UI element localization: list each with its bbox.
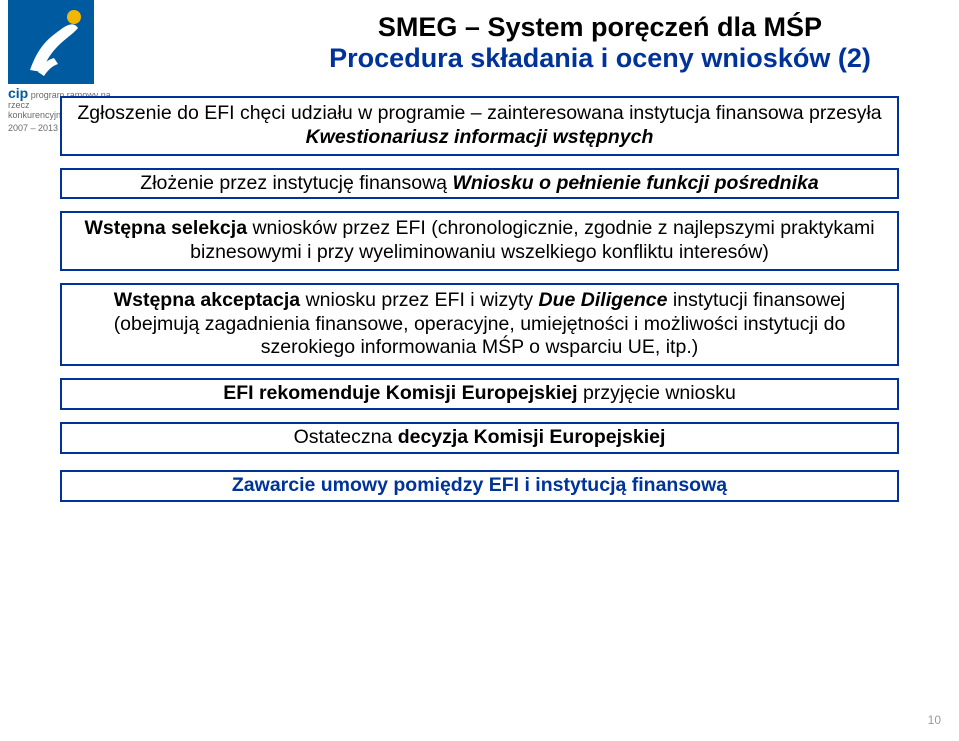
box-2: Złożenie przez instytucję finansową Wnio… — [60, 168, 899, 200]
box-6-bold: decyzja Komisji Europejskiej — [398, 426, 666, 448]
box-2-italic: Wniosku o pełnienie funkcji pośrednika — [452, 172, 818, 194]
box-2-text: Złożenie przez instytucję finansową — [140, 172, 452, 194]
slide: cip program ramowy na rzecz konkurencyjn… — [0, 0, 959, 741]
box-5-lead: EFI rekomenduje Komisji Europejskiej — [223, 382, 583, 404]
box-4-mid1: wniosku przez EFI i wizyty — [306, 289, 539, 311]
title-sub: Procedura składania i oceny wniosków (2) — [300, 43, 900, 74]
slide-title: SMEG – System poręczeń dla MŚP Procedura… — [300, 12, 900, 74]
box-5-rest: przyjęcie wniosku — [583, 382, 736, 404]
title-main: SMEG – System poręczeń dla MŚP — [300, 12, 900, 43]
box-4-italic: Due Diligence — [539, 289, 673, 311]
box-3: Wstępna selekcja wniosków przez EFI (chr… — [60, 211, 899, 271]
box-6-part1: Ostateczna — [294, 426, 398, 448]
box-4-lead: Wstępna akceptacja — [114, 289, 306, 311]
box-6: Ostateczna decyzja Komisji Europejskiej — [60, 422, 899, 454]
logo-figure-icon — [8, 0, 94, 84]
box-7-text: Zawarcie umowy pomiędzy EFI i instytucją… — [232, 474, 727, 496]
box-1-text: Zgłoszenie do EFI chęci udziału w progra… — [77, 102, 881, 124]
flow-boxes: Zgłoszenie do EFI chęci udziału w progra… — [60, 96, 899, 502]
logo-cip: cip — [8, 85, 28, 101]
page-number: 10 — [928, 713, 941, 727]
box-1: Zgłoszenie do EFI chęci udziału w progra… — [60, 96, 899, 156]
box-1-italic: Kwestionariusz informacji wstępnych — [306, 126, 654, 148]
box-3-rest: wniosków przez EFI (chronologicznie, zgo… — [190, 217, 874, 263]
box-7: Zawarcie umowy pomiędzy EFI i instytucją… — [60, 470, 899, 502]
box-5: EFI rekomenduje Komisji Europejskiej prz… — [60, 378, 899, 410]
box-3-lead: Wstępna selekcja — [84, 217, 252, 239]
box-4: Wstępna akceptacja wniosku przez EFI i w… — [60, 283, 899, 366]
arrow-6 — [60, 452, 899, 472]
